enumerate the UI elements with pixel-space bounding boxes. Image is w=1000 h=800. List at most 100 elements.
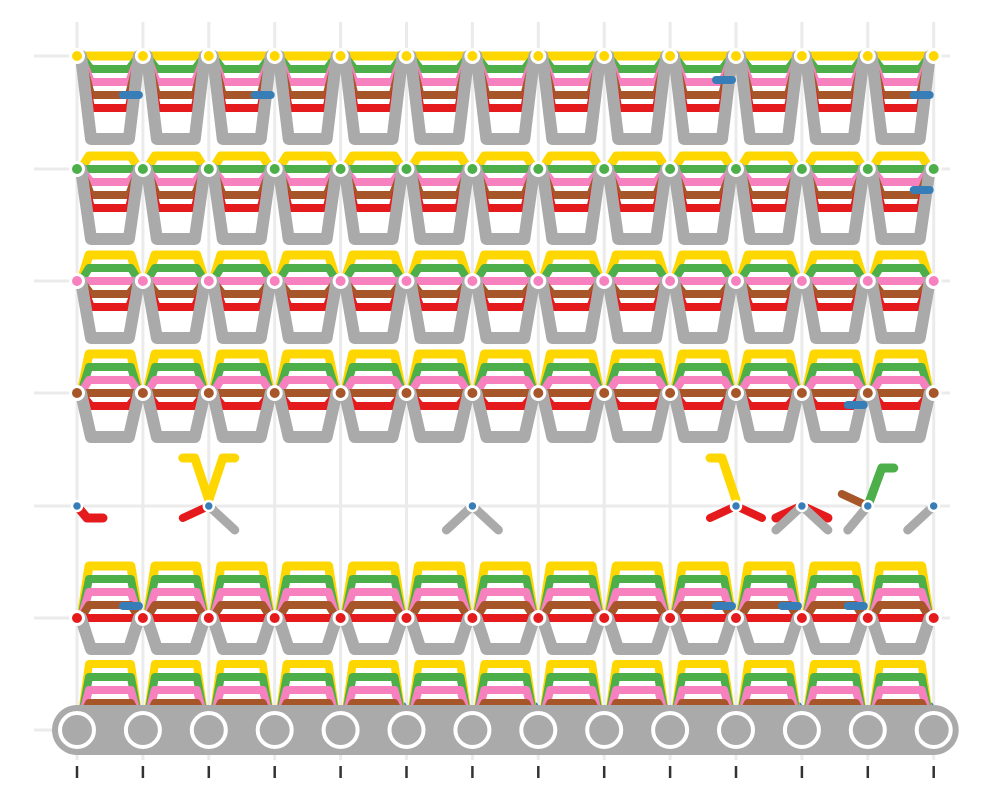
series-line xyxy=(603,151,671,174)
series-line xyxy=(668,387,738,443)
bracket-group xyxy=(599,50,675,145)
series-line xyxy=(602,612,673,655)
node-point xyxy=(398,161,415,177)
node-point xyxy=(466,499,479,513)
bracket-group xyxy=(402,349,477,443)
node-point xyxy=(387,711,426,749)
bracket-group xyxy=(731,50,807,145)
series-line xyxy=(272,275,343,344)
series-line xyxy=(867,264,934,285)
series-line xyxy=(77,264,143,285)
series-line xyxy=(801,376,868,397)
plot-area xyxy=(52,48,959,755)
node-point xyxy=(859,385,876,401)
node-point xyxy=(69,273,85,289)
node-point xyxy=(464,161,481,177)
series-line xyxy=(142,601,209,622)
bracket-group xyxy=(534,250,609,344)
series-line xyxy=(734,50,804,145)
bracket-group xyxy=(138,250,213,344)
node-point xyxy=(848,711,887,749)
node-point xyxy=(859,48,876,64)
series-line xyxy=(338,50,409,145)
series-line xyxy=(340,601,407,622)
bracket-group xyxy=(666,250,740,344)
bracket-group xyxy=(270,151,345,245)
node-point xyxy=(925,385,942,401)
node-point xyxy=(69,48,85,64)
node-point xyxy=(662,273,679,289)
series-line xyxy=(867,376,934,397)
node-point xyxy=(69,161,85,177)
bracket-group xyxy=(863,250,938,344)
bracket-group xyxy=(402,50,477,145)
series-line xyxy=(75,163,145,245)
node-point xyxy=(200,385,217,401)
bracket-group xyxy=(204,151,279,245)
node-point xyxy=(464,273,481,289)
node-point xyxy=(266,273,283,289)
node-point xyxy=(332,161,349,177)
series-line xyxy=(340,376,407,397)
node-point xyxy=(134,385,151,401)
series-line xyxy=(404,163,475,245)
node-point xyxy=(793,273,810,289)
series-line xyxy=(77,601,143,622)
series-line xyxy=(272,163,343,245)
series-line xyxy=(865,275,936,344)
node-point xyxy=(464,610,481,626)
node-point xyxy=(200,273,217,289)
series-line xyxy=(142,376,209,397)
bracket-group xyxy=(797,151,872,245)
series-line xyxy=(272,50,343,145)
node-point xyxy=(200,161,217,177)
node-point xyxy=(332,273,349,289)
series-line xyxy=(404,275,475,344)
x-ticks xyxy=(75,766,935,778)
bracket-group xyxy=(666,151,740,245)
bracket-group xyxy=(468,349,543,443)
series-line xyxy=(799,387,870,443)
series-line xyxy=(472,376,539,397)
series-line xyxy=(736,264,802,285)
series-line xyxy=(338,275,409,344)
bracket-group xyxy=(797,50,873,145)
bracket-group xyxy=(468,250,543,344)
node-point xyxy=(662,610,679,626)
series-line xyxy=(801,264,868,285)
series-line xyxy=(865,163,936,245)
node-point xyxy=(453,711,492,749)
node-point xyxy=(332,610,349,626)
bracket-group xyxy=(204,561,279,655)
node-point xyxy=(69,385,85,401)
bracket-group xyxy=(732,349,806,443)
node-point xyxy=(530,610,547,626)
bracket-group xyxy=(402,561,477,655)
series-line xyxy=(799,612,870,655)
series-line xyxy=(801,151,869,174)
series-line xyxy=(735,151,803,174)
series-line xyxy=(206,163,277,245)
series-line xyxy=(472,264,539,285)
bracket-group xyxy=(665,50,741,145)
series-line xyxy=(536,612,607,655)
node-point xyxy=(321,711,360,749)
bracket-group xyxy=(797,349,872,443)
node-point xyxy=(925,161,942,177)
series-line xyxy=(208,151,276,174)
series-line xyxy=(404,612,475,655)
node-point xyxy=(859,610,876,626)
series-line xyxy=(734,275,804,344)
series-line xyxy=(536,275,607,344)
node-point xyxy=(200,610,217,626)
series-line xyxy=(471,151,539,174)
node-point xyxy=(793,610,810,626)
bracket-group xyxy=(73,250,147,344)
bracket-group xyxy=(468,151,543,245)
sparse-line xyxy=(863,463,899,511)
node-point xyxy=(596,610,613,626)
node-point xyxy=(914,711,953,749)
bracket-group xyxy=(138,561,213,655)
node-point xyxy=(464,48,481,64)
bracket-group xyxy=(732,250,806,344)
